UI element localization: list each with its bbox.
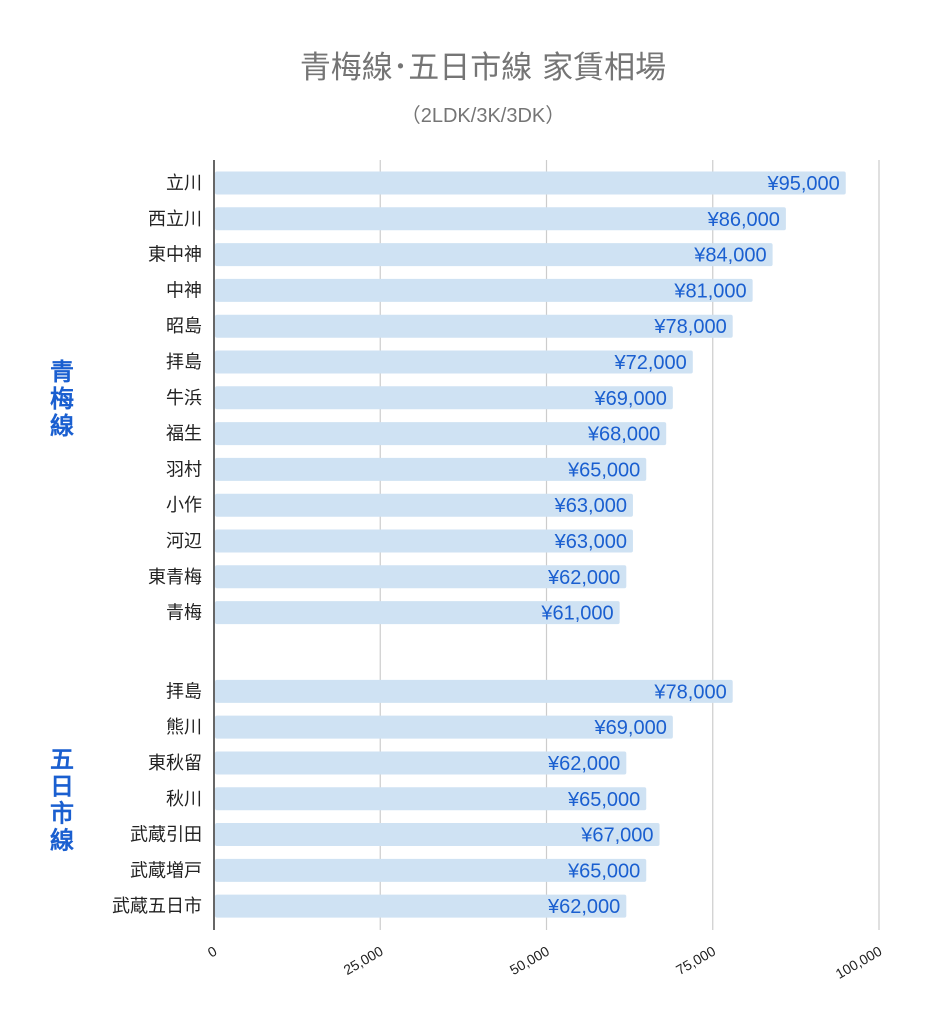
data-label: ¥95,000 (766, 173, 839, 195)
category-label: 武蔵引田 (130, 825, 202, 846)
x-tick-label: 50,000 (507, 943, 552, 978)
category-label: 牛浜 (166, 388, 202, 409)
bar (215, 314, 733, 338)
bar (215, 529, 633, 553)
category-label: 武蔵五日市 (112, 896, 202, 917)
bar (215, 565, 627, 589)
category-label: 羽村 (166, 459, 202, 480)
bar (215, 858, 647, 882)
category-label: 青梅 (166, 603, 202, 624)
bar (215, 457, 647, 481)
data-label: ¥62,000 (547, 567, 620, 589)
data-label: ¥69,000 (594, 717, 667, 739)
category-label: 福生 (166, 424, 202, 445)
data-label: ¥81,000 (673, 280, 746, 302)
data-label: ¥62,000 (547, 896, 620, 918)
category-label: 秋川 (166, 789, 202, 810)
bar (215, 823, 660, 847)
data-label: ¥67,000 (580, 825, 653, 847)
category-label: 立川 (166, 173, 202, 194)
chart-subtitle: （2LDK/3K/3DK） (401, 104, 566, 127)
bar (215, 715, 673, 739)
category-label: 東秋留 (148, 753, 202, 774)
chart-title: 青梅線･五日市線 家賃相場 (300, 50, 666, 86)
category-label: 拝島 (166, 681, 202, 702)
category-label: 拝島 (166, 352, 202, 373)
data-label: ¥78,000 (653, 681, 726, 703)
bar (215, 493, 633, 517)
data-label: ¥65,000 (567, 459, 640, 481)
group-label: 五日市線 (50, 745, 74, 854)
bar (215, 601, 620, 625)
data-label: ¥65,000 (567, 860, 640, 882)
data-label: ¥68,000 (587, 424, 660, 446)
data-label: ¥69,000 (594, 388, 667, 410)
category-label: 熊川 (166, 717, 202, 738)
bar (215, 894, 627, 918)
bar (215, 422, 667, 446)
data-label: ¥65,000 (567, 789, 640, 811)
category-label: 西立川 (148, 209, 202, 230)
x-tick-label: 0 (205, 943, 220, 961)
x-tick-label: 75,000 (673, 943, 718, 978)
data-label: ¥84,000 (693, 245, 766, 267)
group-label: 青梅線 (50, 358, 74, 440)
bar (215, 386, 673, 410)
category-label: 武蔵増戸 (130, 860, 202, 881)
data-label: ¥62,000 (547, 753, 620, 775)
data-label: ¥63,000 (554, 495, 627, 517)
category-label: 昭島 (166, 316, 202, 337)
bar (215, 207, 786, 231)
category-label: 東青梅 (148, 567, 202, 588)
bar (215, 787, 647, 811)
x-tick-label: 100,000 (833, 943, 885, 982)
data-label: ¥72,000 (614, 352, 687, 374)
data-label: ¥86,000 (707, 209, 780, 231)
bar (215, 751, 627, 775)
data-label: ¥78,000 (653, 316, 726, 338)
bar (215, 278, 753, 302)
bar (215, 243, 773, 267)
data-label: ¥63,000 (554, 531, 627, 553)
bar (215, 679, 733, 703)
category-label: 河辺 (166, 531, 202, 552)
category-label: 小作 (166, 495, 202, 516)
category-label: 東中神 (148, 245, 202, 266)
bar (215, 350, 693, 374)
data-label: ¥61,000 (540, 603, 613, 625)
category-label: 中神 (166, 280, 202, 301)
bar (215, 171, 846, 195)
x-tick-label: 25,000 (341, 943, 386, 978)
